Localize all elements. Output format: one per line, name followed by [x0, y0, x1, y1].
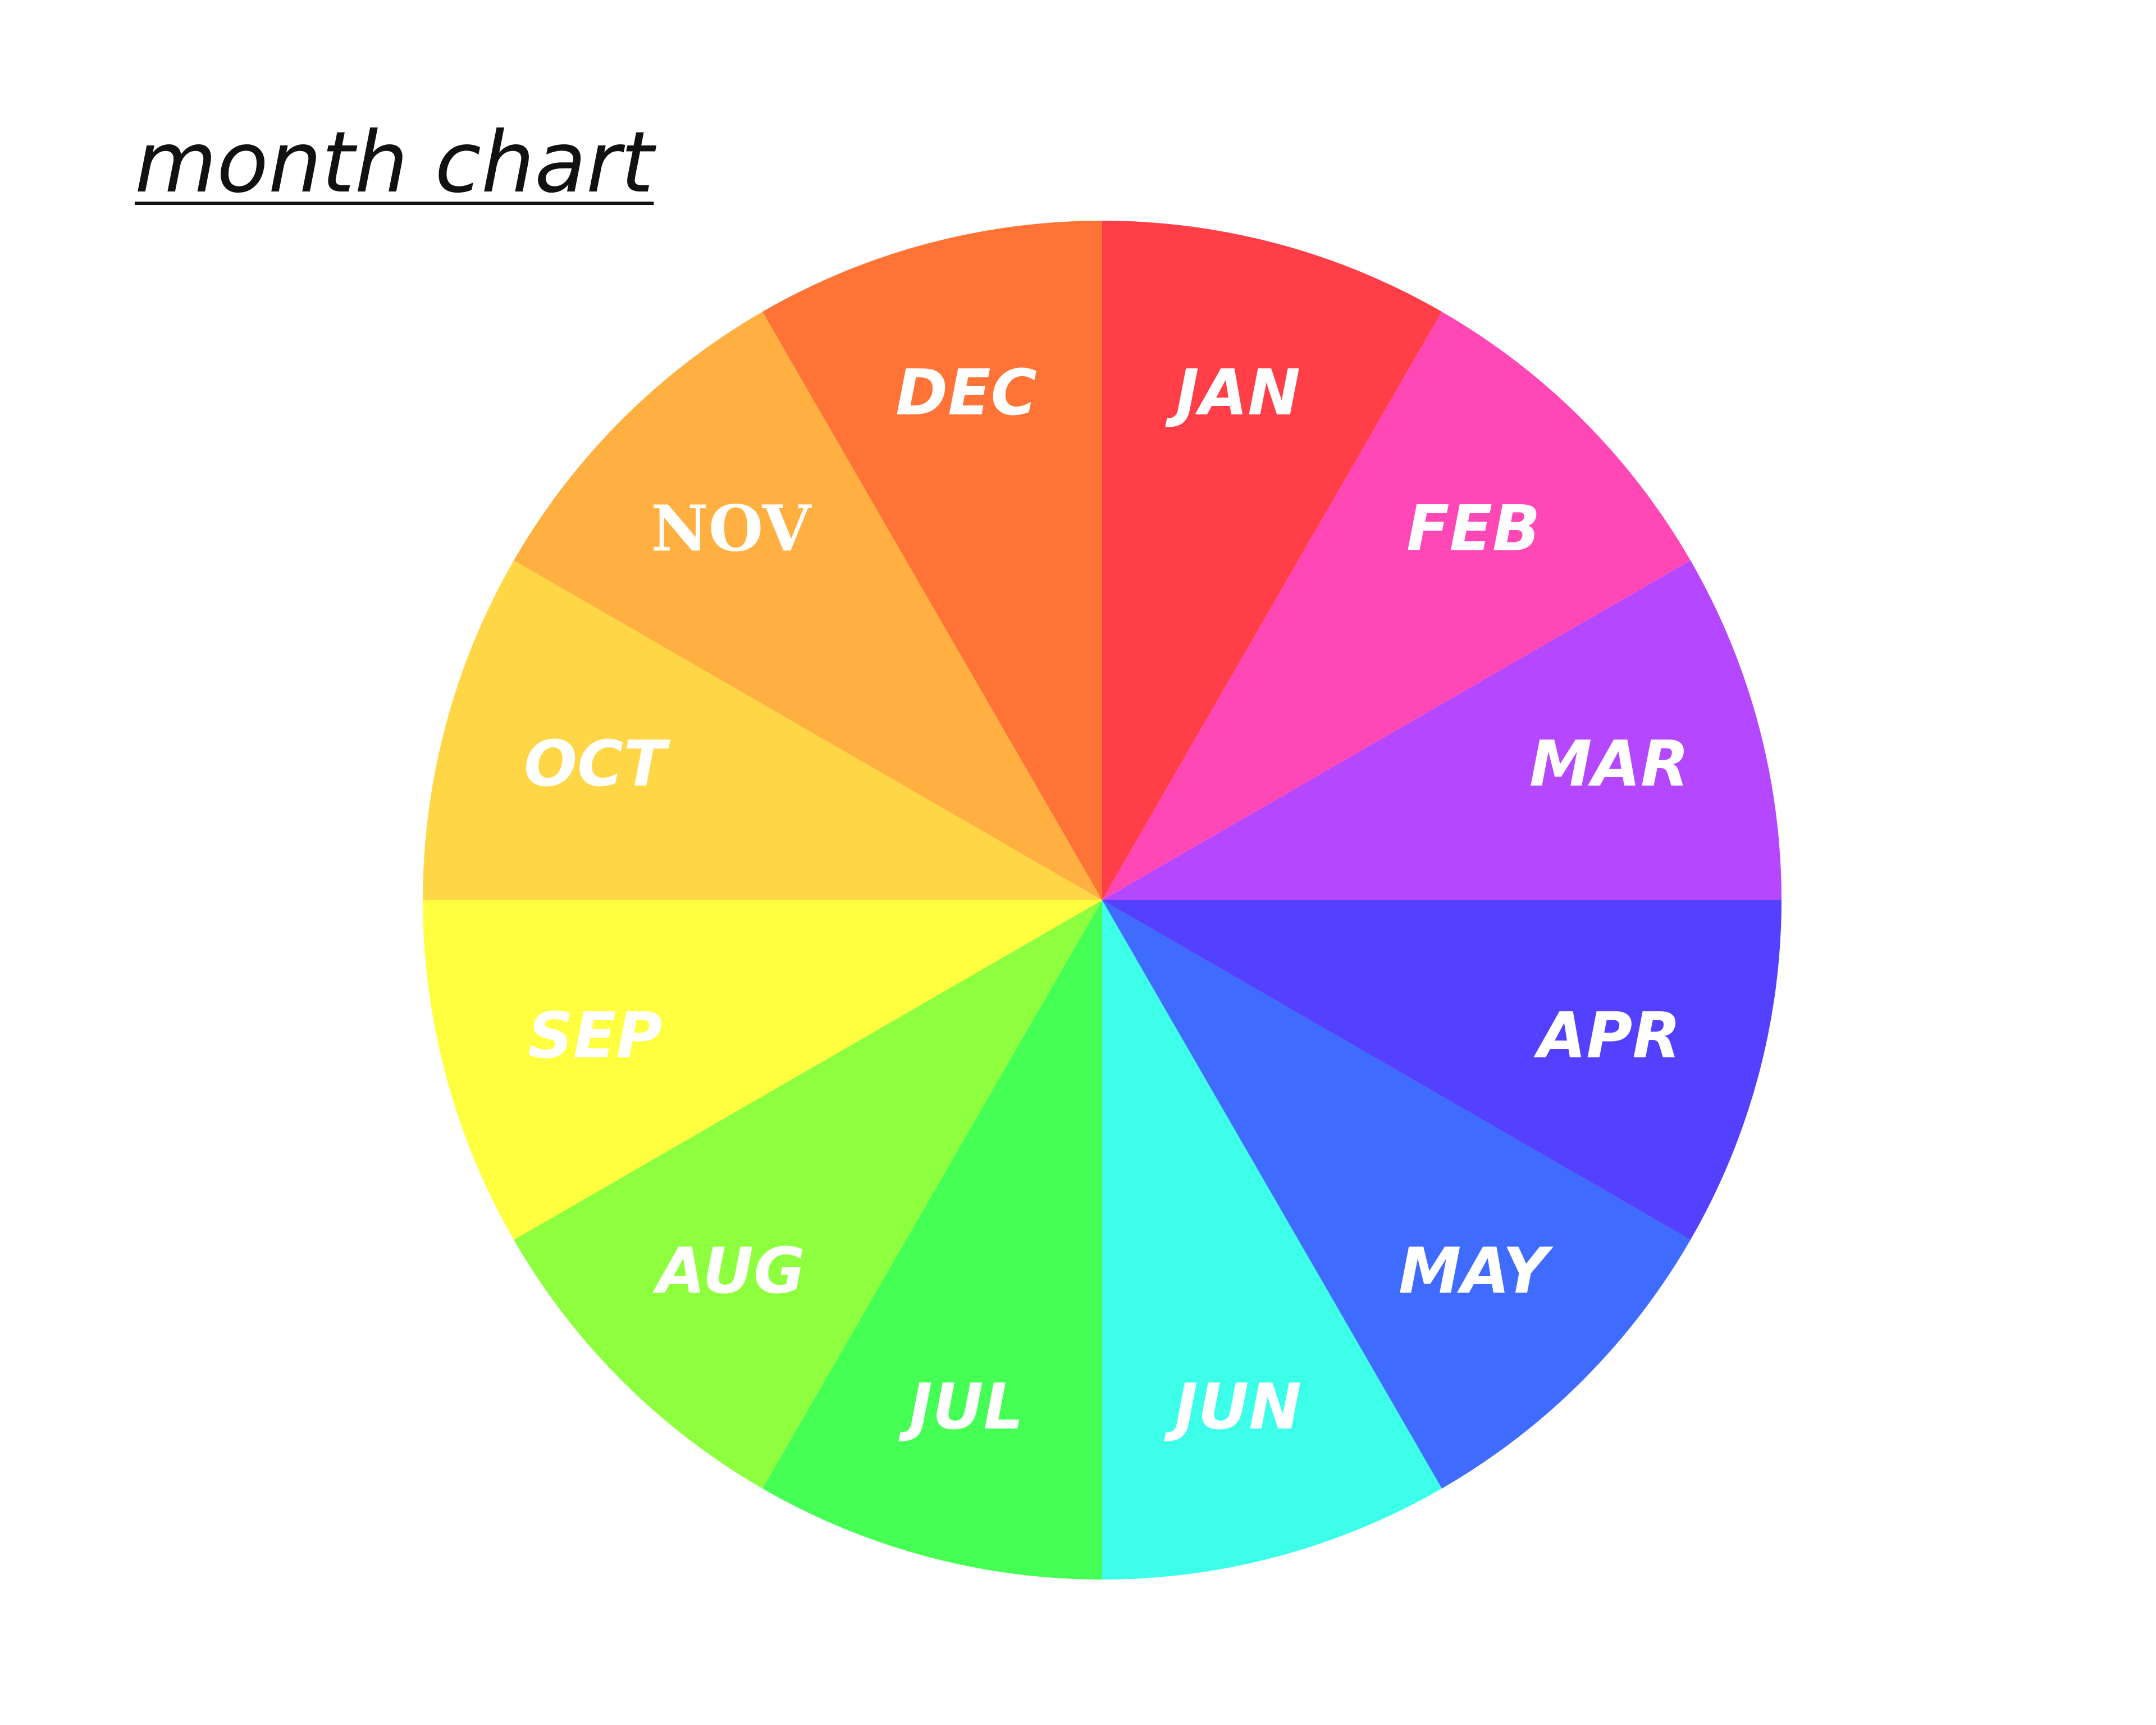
pie-slices	[423, 221, 1782, 1580]
pie-slice-mar	[1102, 560, 1782, 900]
pie-slice-jun	[1102, 900, 1442, 1580]
slice-label-apr: APR	[1533, 1000, 1681, 1073]
slice-label-jan: JAN	[1165, 357, 1300, 430]
slice-label-aug: AUG	[652, 1235, 806, 1308]
slice-label-sep: SEP	[528, 1000, 662, 1073]
slice-label-may: MAY	[1399, 1235, 1554, 1308]
pie-slice-nov	[514, 312, 1102, 900]
pie-slice-apr	[1102, 900, 1782, 1240]
pie-slice-jul	[762, 900, 1102, 1580]
pie-slice-jan	[1102, 221, 1442, 900]
pie-slice-feb	[1102, 312, 1691, 900]
slice-label-feb: FEB	[1406, 492, 1540, 565]
slice-label-mar: MAR	[1529, 728, 1689, 801]
slice-label-dec: DEC	[896, 357, 1037, 430]
pie-slice-oct	[423, 560, 1102, 900]
slice-label-nov: NOV	[651, 492, 812, 565]
pie-slice-may	[1102, 900, 1691, 1489]
pie-labels: JAN FEB MAR APR MAY JUN JUL AUG SEP OCT NOV DEC	[524, 357, 1689, 1444]
pie-slice-dec	[762, 221, 1102, 900]
slice-label-jul: JUL	[898, 1371, 1024, 1444]
slice-label-jun: JUN	[1164, 1371, 1301, 1444]
pie-slice-sep	[423, 900, 1102, 1240]
pie-slice-aug	[514, 900, 1102, 1489]
slice-label-oct: OCT	[524, 728, 670, 801]
chart-title: month chart	[135, 114, 654, 212]
